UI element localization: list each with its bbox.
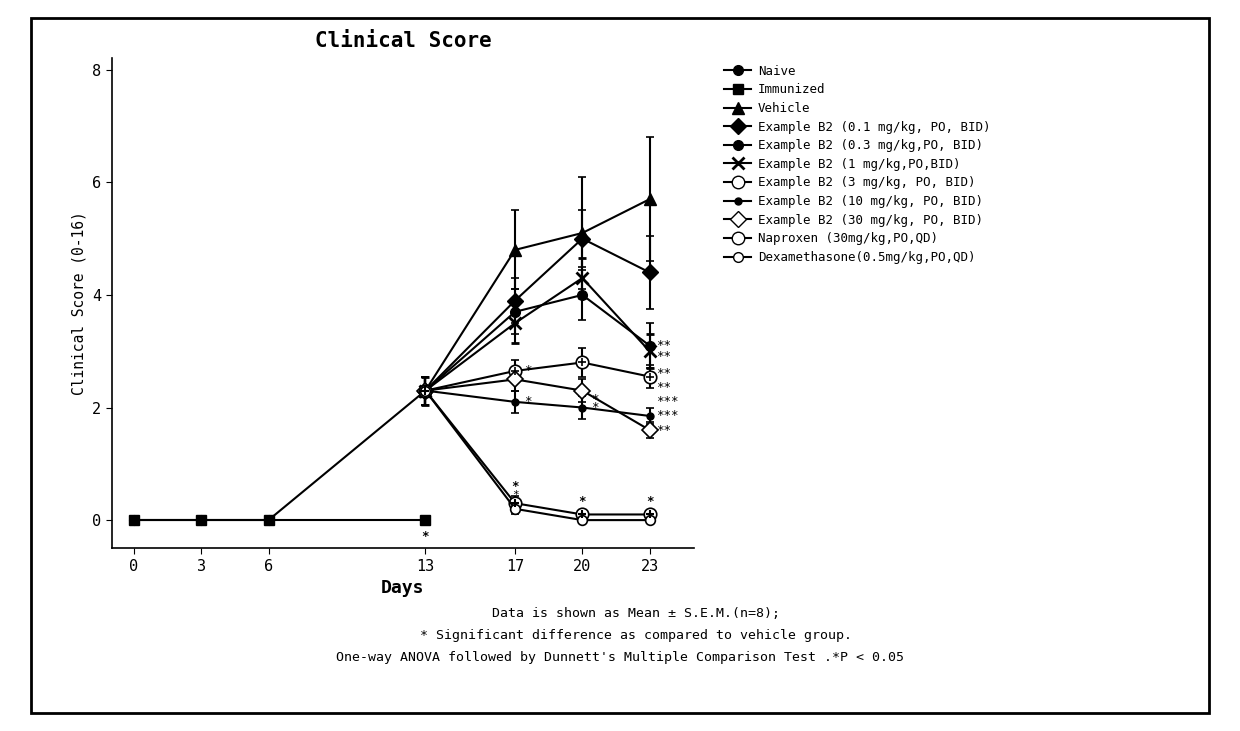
- Text: *: *: [525, 365, 532, 377]
- Text: **: **: [656, 367, 671, 380]
- Text: **: **: [656, 339, 671, 352]
- Title: Clinical Score: Clinical Score: [315, 31, 491, 51]
- X-axis label: Days: Days: [381, 579, 425, 597]
- Text: *: *: [512, 491, 518, 501]
- Text: **: **: [656, 350, 671, 363]
- Text: **: **: [656, 382, 671, 394]
- Text: *: *: [511, 480, 518, 493]
- Text: *: *: [591, 393, 599, 406]
- Text: ***: ***: [656, 409, 678, 423]
- Text: *: *: [525, 395, 532, 409]
- Text: *: *: [646, 495, 653, 508]
- Text: ***: ***: [656, 395, 678, 409]
- Text: Data is shown as Mean ± S.E.M.(n=8);
    * Significant difference as compared to: Data is shown as Mean ± S.E.M.(n=8); * S…: [336, 607, 904, 664]
- Text: *: *: [422, 530, 429, 543]
- Y-axis label: Clinical Score (0-16): Clinical Score (0-16): [72, 211, 87, 395]
- Text: *: *: [591, 401, 599, 414]
- Text: *: *: [579, 495, 587, 508]
- Text: **: **: [656, 423, 671, 436]
- Legend: Naive, Immunized, Vehicle, Example B2 (0.1 mg/kg, PO, BID), Example B2 (0.3 mg/k: Naive, Immunized, Vehicle, Example B2 (0…: [724, 65, 991, 264]
